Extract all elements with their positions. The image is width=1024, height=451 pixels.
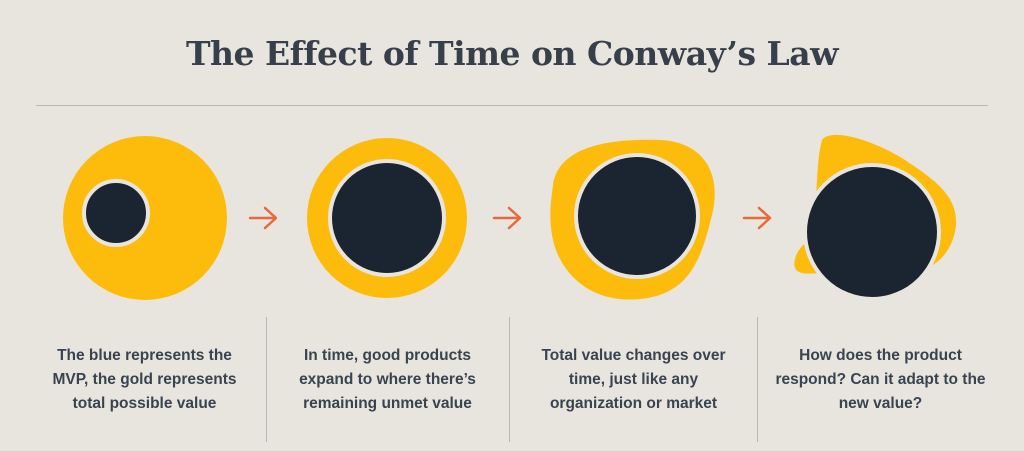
arrow-right-icon bbox=[492, 206, 522, 230]
column-divider-3 bbox=[757, 317, 758, 442]
stage-4-caption: How does the product respond? Can it ada… bbox=[775, 347, 986, 412]
column-divider-1 bbox=[266, 317, 267, 442]
stage-1-blue-mvp bbox=[82, 179, 150, 247]
stage-2-caption: In time, good products expand to where t… bbox=[299, 347, 476, 412]
stage-1-graphic bbox=[63, 136, 227, 300]
stage-1-caption: The blue represents the MVP, the gold re… bbox=[52, 347, 237, 412]
stage-4-graphic bbox=[794, 134, 957, 301]
stage-3-caption: Total value changes over time, just like… bbox=[541, 347, 726, 412]
arrow-right-icon bbox=[742, 206, 772, 230]
title-divider bbox=[36, 105, 988, 106]
stage-2-graphic bbox=[307, 138, 467, 298]
stage-4-blue-product bbox=[803, 163, 941, 301]
stage-3-graphic bbox=[550, 139, 715, 300]
stage-2-blue-product bbox=[328, 159, 446, 277]
arrow-right-icon bbox=[248, 206, 278, 230]
page-title: The Effect of Time on Conway’s Law bbox=[185, 34, 839, 73]
stage-3-blue-product bbox=[574, 153, 700, 279]
column-divider-2 bbox=[509, 317, 510, 442]
